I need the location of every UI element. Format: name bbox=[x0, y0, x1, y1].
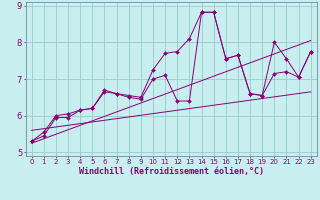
X-axis label: Windchill (Refroidissement éolien,°C): Windchill (Refroidissement éolien,°C) bbox=[79, 167, 264, 176]
